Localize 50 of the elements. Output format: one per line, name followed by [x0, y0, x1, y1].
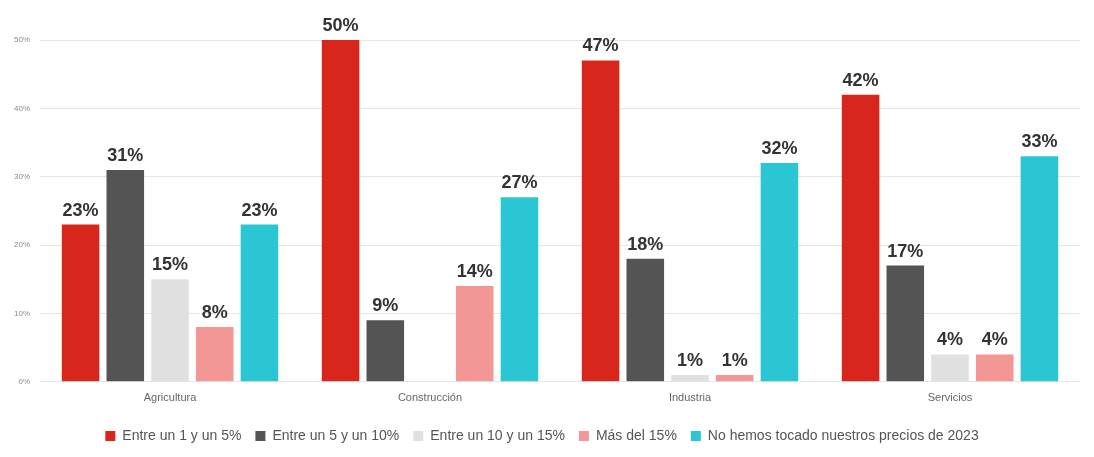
- data-label: 1%: [721, 349, 748, 370]
- bar: [581, 60, 620, 382]
- data-label: 17%: [887, 240, 924, 261]
- legend-label: Entre un 5 y un 10%: [272, 426, 400, 443]
- data-label: 32%: [761, 138, 798, 159]
- legend-label: Entre un 1 y un 5%: [122, 426, 242, 443]
- data-label: 23%: [62, 199, 99, 220]
- legend-label: Entre un 10 y un 15%: [430, 426, 565, 443]
- data-label: 50%: [322, 14, 359, 35]
- bar: [106, 169, 145, 382]
- legend-label: No hemos tocado nuestros precios de 2023: [707, 426, 979, 443]
- data-label: 23%: [241, 199, 278, 220]
- x-tick-label: Construcción: [397, 391, 463, 404]
- bar: [61, 224, 100, 382]
- y-tick-label: 0%: [18, 377, 31, 386]
- bar: [366, 320, 405, 382]
- data-label: 1%: [677, 349, 704, 370]
- data-label: 14%: [456, 261, 493, 282]
- data-label: 42%: [842, 69, 879, 90]
- y-tick-label: 30%: [14, 171, 31, 181]
- data-label: 15%: [151, 254, 189, 275]
- y-tick-label: 10%: [14, 308, 31, 318]
- y-tick-label: 50%: [14, 35, 31, 45]
- x-tick-label: Servicios: [927, 391, 973, 404]
- legend-label: Más del 15%: [595, 426, 677, 443]
- data-label: 8%: [201, 302, 228, 323]
- bar: [240, 224, 279, 382]
- bar: [1020, 156, 1059, 382]
- bar: [455, 286, 494, 382]
- data-label: 47%: [582, 35, 619, 56]
- bar: [195, 327, 234, 382]
- bar: [715, 374, 754, 382]
- data-label: 4%: [981, 329, 1008, 350]
- bar: [321, 40, 360, 382]
- data-label: 31%: [107, 144, 144, 165]
- bar: [500, 197, 539, 382]
- data-label: 9%: [372, 295, 399, 316]
- bar: [841, 94, 880, 382]
- data-label: 33%: [1021, 131, 1058, 152]
- y-tick-label: 20%: [14, 240, 31, 250]
- bar: [886, 265, 925, 382]
- x-tick-label: Agricultura: [143, 391, 198, 404]
- bar: [626, 258, 665, 382]
- bar: [760, 163, 799, 382]
- bar: [975, 354, 1014, 382]
- y-tick-label: 40%: [14, 103, 31, 113]
- data-label: 4%: [936, 329, 964, 350]
- data-label: 27%: [501, 172, 538, 193]
- x-tick-label: Industria: [668, 391, 712, 404]
- data-label: 18%: [627, 233, 664, 254]
